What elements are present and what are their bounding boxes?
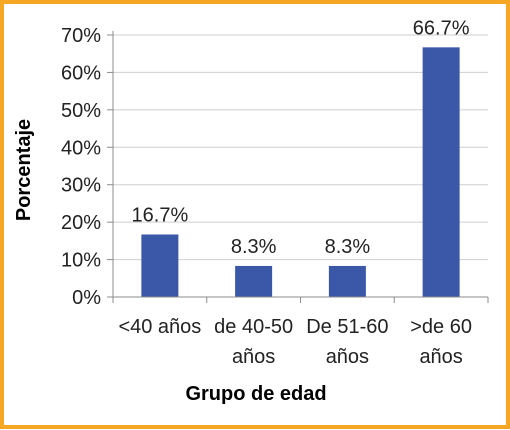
y-tick-label: 30%	[61, 175, 101, 197]
x-axis-title: Grupo de edad	[185, 383, 326, 405]
bar	[328, 265, 366, 297]
bar-chart: 0% 10% 20% 30% 40% 50% 60% 70% <40 años de 40-50…	[13, 17, 489, 405]
bar	[422, 47, 460, 298]
bars	[141, 47, 460, 298]
axes	[107, 31, 489, 303]
y-ticks: 0% 10% 20% 30% 40% 50% 60% 70%	[61, 25, 101, 309]
y-tick-label: 60%	[61, 62, 101, 84]
data-label: 8.3%	[325, 236, 371, 258]
y-axis-title: Porcentaje	[13, 119, 35, 221]
data-label: 16.7%	[132, 204, 189, 226]
y-tick-label: 10%	[61, 250, 101, 272]
y-tick-label: 20%	[61, 212, 101, 234]
y-tick-label: 50%	[61, 100, 101, 122]
bar	[141, 234, 179, 297]
y-tick-label: 70%	[61, 25, 101, 47]
x-tick-label: <40 años	[118, 316, 201, 338]
x-tick-label: de 40-50 años	[214, 316, 293, 368]
x-tick-label: De 51-60 años	[306, 316, 388, 368]
x-tick-label: >de 60 años	[410, 316, 472, 368]
bar	[235, 265, 273, 297]
data-label: 66.7%	[413, 17, 470, 39]
data-label: 8.3%	[231, 236, 277, 258]
y-tick-label: 40%	[61, 137, 101, 159]
gridlines	[113, 34, 488, 261]
y-tick-label: 0%	[72, 287, 101, 309]
data-labels: 16.7% 8.3% 8.3% 66.7%	[132, 17, 470, 258]
